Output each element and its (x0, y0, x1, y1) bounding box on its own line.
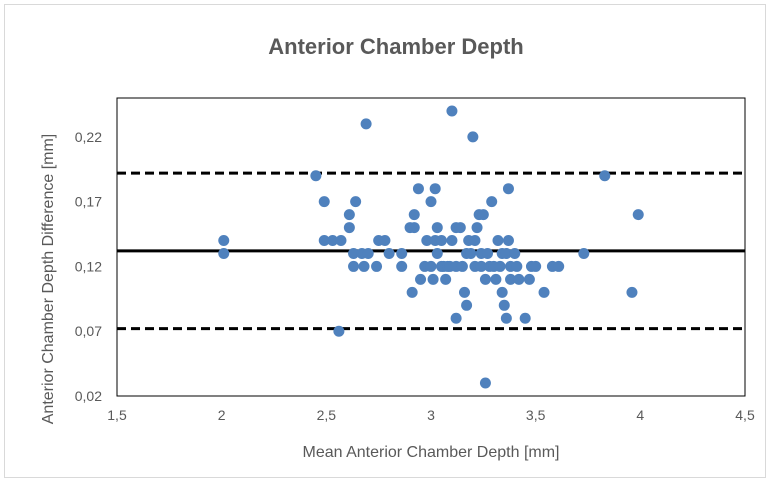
y-tick-label: 0,17 (75, 194, 102, 210)
data-point (379, 235, 391, 247)
data-point (431, 247, 443, 259)
data-point (505, 273, 517, 285)
plot-border (116, 97, 746, 397)
data-point (486, 196, 498, 208)
data-point (496, 286, 508, 298)
data-point (454, 222, 466, 234)
data-point (494, 260, 506, 272)
data-point (371, 260, 383, 272)
data-point (396, 260, 408, 272)
data-point (626, 286, 638, 298)
data-point (475, 260, 487, 272)
data-point (362, 247, 374, 259)
data-point (333, 325, 345, 337)
data-point (538, 286, 550, 298)
y-axis-title: Anterior Chamber Depth Difference [mm] (40, 134, 57, 424)
data-point (408, 222, 420, 234)
data-point (461, 299, 473, 311)
data-point (456, 260, 468, 272)
data-point (343, 209, 355, 221)
data-point (446, 235, 458, 247)
chart-frame (4, 4, 766, 478)
data-point (435, 235, 447, 247)
y-tick-label: 0,22 (75, 129, 102, 145)
data-point (427, 273, 439, 285)
x-tick-label: 1,5 (107, 407, 127, 423)
data-point (599, 170, 611, 182)
data-point (406, 286, 418, 298)
data-point (519, 312, 531, 324)
data-point (383, 247, 395, 259)
data-point (350, 196, 362, 208)
data-point (408, 209, 420, 221)
x-tick-label: 2 (218, 407, 226, 423)
data-point (318, 196, 330, 208)
data-point (500, 312, 512, 324)
data-point (358, 260, 370, 272)
x-tick-label: 3,5 (526, 407, 546, 423)
data-point (523, 273, 535, 285)
data-point (502, 183, 514, 195)
data-point (530, 260, 542, 272)
x-tick-label: 2,5 (317, 407, 337, 423)
data-point (450, 312, 462, 324)
data-point (218, 235, 230, 247)
data-point (440, 273, 452, 285)
data-point (396, 247, 408, 259)
data-point (482, 247, 494, 259)
data-point (471, 222, 483, 234)
data-point (343, 222, 355, 234)
data-point (429, 183, 441, 195)
y-tick-label: 0,07 (75, 323, 102, 339)
x-axis-title: Mean Anterior Chamber Depth [mm] (303, 444, 560, 461)
data-point (425, 196, 437, 208)
data-point (479, 273, 491, 285)
data-point (348, 247, 360, 259)
data-point (421, 235, 433, 247)
data-point (412, 183, 424, 195)
data-point (632, 209, 644, 221)
data-point (498, 299, 510, 311)
data-point (335, 235, 347, 247)
data-point (310, 170, 322, 182)
data-point (490, 273, 502, 285)
data-point (360, 118, 372, 130)
data-point (477, 209, 489, 221)
data-point (492, 235, 504, 247)
data-point (502, 235, 514, 247)
data-point (469, 235, 481, 247)
data-point (509, 247, 521, 259)
data-point (500, 247, 512, 259)
x-tick-label: 4,5 (735, 407, 755, 423)
data-point (513, 273, 525, 285)
data-point (431, 222, 443, 234)
y-tick-label: 0,02 (75, 388, 102, 404)
y-tick-label: 0,12 (75, 258, 102, 274)
data-point (578, 247, 590, 259)
data-point (348, 260, 360, 272)
data-point (458, 286, 470, 298)
data-point (467, 131, 479, 143)
x-tick-label: 3 (427, 407, 435, 423)
plot-area: 1,5 2 2,5 3 3,5 4 4,5 0,02 0,07 0,12 0,17 0,22 (75, 97, 755, 423)
data-point (511, 260, 523, 272)
data-point (327, 235, 339, 247)
data-point (446, 105, 458, 117)
data-point (425, 260, 437, 272)
data-point (479, 377, 491, 389)
x-tick-label: 4 (636, 407, 644, 423)
chart-title: Anterior Chamber Depth (268, 34, 523, 59)
data-point (218, 247, 230, 259)
data-point (465, 247, 477, 259)
data-point (553, 260, 565, 272)
data-point (318, 235, 330, 247)
data-point (415, 273, 427, 285)
